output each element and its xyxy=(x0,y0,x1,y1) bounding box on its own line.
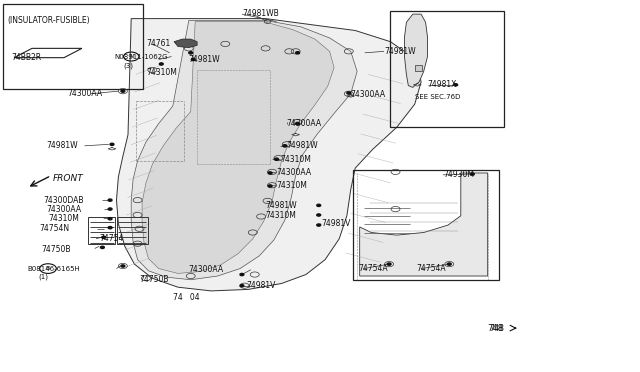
Text: 74   04: 74 04 xyxy=(173,293,200,302)
Text: 74310M: 74310M xyxy=(48,214,79,223)
Circle shape xyxy=(283,145,287,147)
Text: 74754N: 74754N xyxy=(40,224,70,233)
Text: B: B xyxy=(46,266,50,271)
Text: 74310M: 74310M xyxy=(280,155,311,164)
Bar xyxy=(415,65,422,71)
Text: 74981W: 74981W xyxy=(384,47,415,56)
Text: 74754A: 74754A xyxy=(358,264,388,273)
Circle shape xyxy=(454,84,458,86)
Circle shape xyxy=(268,172,272,174)
Text: 74310M: 74310M xyxy=(276,182,307,190)
Circle shape xyxy=(317,214,321,216)
Circle shape xyxy=(447,263,451,265)
Circle shape xyxy=(108,208,112,210)
Text: SEE SEC.76D: SEE SEC.76D xyxy=(415,94,460,100)
Circle shape xyxy=(296,52,300,54)
Circle shape xyxy=(189,52,193,54)
Text: 74BB2R: 74BB2R xyxy=(12,53,42,62)
Circle shape xyxy=(121,90,125,92)
Bar xyxy=(3,4,143,89)
Circle shape xyxy=(100,246,104,248)
Text: (1): (1) xyxy=(38,274,49,280)
Text: 74981V: 74981V xyxy=(321,219,351,228)
Text: 74981X: 74981X xyxy=(428,80,457,89)
Circle shape xyxy=(268,185,272,187)
Bar xyxy=(390,11,504,127)
Text: 74310M: 74310M xyxy=(266,211,296,219)
Text: (INSULATOR-FUSIBLE): (INSULATOR-FUSIBLE) xyxy=(8,16,90,25)
Circle shape xyxy=(108,218,112,220)
Text: (3): (3) xyxy=(123,62,133,69)
Text: 74300AA: 74300AA xyxy=(67,89,102,98)
Circle shape xyxy=(159,63,163,65)
Text: 74761: 74761 xyxy=(146,39,170,48)
Bar xyxy=(88,217,115,244)
Text: FRONT: FRONT xyxy=(52,174,83,183)
Circle shape xyxy=(387,263,391,265)
Circle shape xyxy=(470,173,474,175)
Circle shape xyxy=(240,285,244,287)
Polygon shape xyxy=(131,20,357,280)
Text: 74981W: 74981W xyxy=(266,201,297,210)
Text: 74750B: 74750B xyxy=(42,245,71,254)
Text: 74300AA: 74300AA xyxy=(351,90,386,99)
Text: 74754A: 74754A xyxy=(416,264,445,273)
Text: 74300AA: 74300AA xyxy=(189,265,224,274)
Text: 74981V: 74981V xyxy=(246,281,276,290)
Circle shape xyxy=(108,227,112,229)
Text: 748: 748 xyxy=(490,324,504,333)
Text: 74981W: 74981W xyxy=(189,55,220,64)
Circle shape xyxy=(191,58,195,61)
Circle shape xyxy=(121,265,125,267)
Circle shape xyxy=(317,204,321,206)
Bar xyxy=(353,170,499,280)
Text: 74300AA: 74300AA xyxy=(287,119,322,128)
Circle shape xyxy=(240,273,244,276)
Text: B08146-6165H: B08146-6165H xyxy=(27,266,79,272)
Text: 74981W: 74981W xyxy=(287,141,318,150)
Polygon shape xyxy=(404,14,428,87)
Polygon shape xyxy=(116,19,421,291)
Text: 74300DAB: 74300DAB xyxy=(44,196,84,205)
Text: 74750B: 74750B xyxy=(140,275,169,284)
Text: N08911-1062G: N08911-1062G xyxy=(114,54,168,60)
Circle shape xyxy=(347,92,351,94)
Circle shape xyxy=(102,236,106,238)
Text: 748: 748 xyxy=(488,324,504,333)
Text: 74300AA: 74300AA xyxy=(46,205,81,214)
Circle shape xyxy=(110,143,114,145)
Text: 74981WB: 74981WB xyxy=(242,9,278,18)
Polygon shape xyxy=(142,22,334,273)
Text: 74300AA: 74300AA xyxy=(276,169,312,177)
Bar xyxy=(117,217,148,244)
Text: 74754: 74754 xyxy=(99,234,124,243)
Circle shape xyxy=(317,224,321,226)
Text: N: N xyxy=(129,54,133,59)
Polygon shape xyxy=(360,173,488,276)
Text: 74310M: 74310M xyxy=(146,68,177,77)
Circle shape xyxy=(275,158,278,160)
Text: 74930M: 74930M xyxy=(443,170,474,179)
Text: 74981W: 74981W xyxy=(46,141,77,150)
Polygon shape xyxy=(174,39,197,48)
Circle shape xyxy=(108,199,112,201)
Circle shape xyxy=(296,122,300,125)
